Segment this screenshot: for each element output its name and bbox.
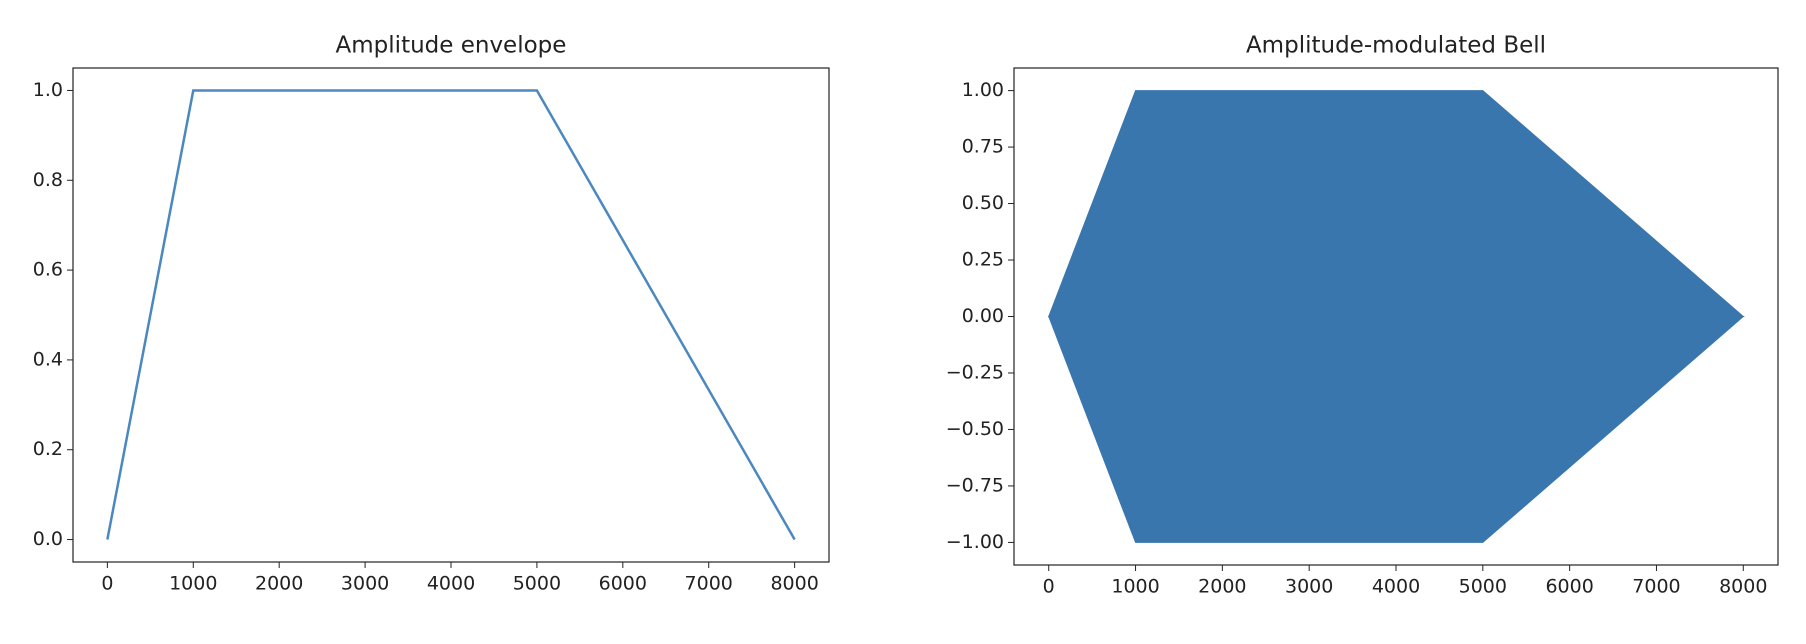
- y-tick-label: −0.25: [946, 361, 1004, 383]
- y-tick-label: 0.4: [33, 348, 63, 370]
- y-tick-label: 0.50: [962, 192, 1004, 214]
- chart-title: Amplitude envelope: [336, 33, 567, 59]
- x-tick-label: 1000: [1111, 576, 1159, 598]
- area: [1048, 90, 1745, 317]
- plot-frame: [72, 67, 830, 563]
- y-tick-label: 0.8: [33, 169, 63, 191]
- x-tick-label: 6000: [599, 573, 647, 595]
- x-tick-label: 1000: [169, 573, 217, 595]
- y-tick-label: 0.0: [33, 528, 63, 550]
- x-tick-label: 4000: [1372, 576, 1420, 598]
- y-tick-label: 0.00: [962, 305, 1004, 327]
- y-tick-label: 0.6: [33, 259, 63, 281]
- chart-title: Amplitude-modulated Bell: [1246, 33, 1546, 59]
- x-tick-label: 3000: [341, 573, 389, 595]
- x-tick-label: 2000: [255, 573, 303, 595]
- y-tick-label: 1.0: [33, 79, 63, 101]
- area: [1048, 316, 1745, 543]
- y-tick-label: −0.75: [946, 474, 1004, 496]
- y-tick-label: 0.75: [962, 136, 1004, 158]
- x-tick-label: 2000: [1198, 576, 1246, 598]
- y-tick-label: −1.00: [946, 531, 1004, 553]
- x-tick-label: 5000: [513, 573, 561, 595]
- x-tick-label: 6000: [1545, 576, 1593, 598]
- x-tick-label: 8000: [1719, 576, 1767, 598]
- x-tick-label: 3000: [1285, 576, 1333, 598]
- y-tick-label: 0.25: [962, 249, 1004, 271]
- x-tick-label: 7000: [1632, 576, 1680, 598]
- x-tick-label: 4000: [427, 573, 475, 595]
- x-tick-label: 0: [101, 573, 113, 595]
- y-tick-label: 0.2: [33, 438, 63, 460]
- x-tick-label: 0: [1043, 576, 1055, 598]
- x-tick-label: 5000: [1459, 576, 1507, 598]
- line: [106, 89, 796, 541]
- x-tick-label: 7000: [685, 573, 733, 595]
- y-tick-label: 1.00: [962, 79, 1004, 101]
- x-tick-label: 8000: [770, 573, 818, 595]
- y-tick-label: −0.50: [946, 418, 1004, 440]
